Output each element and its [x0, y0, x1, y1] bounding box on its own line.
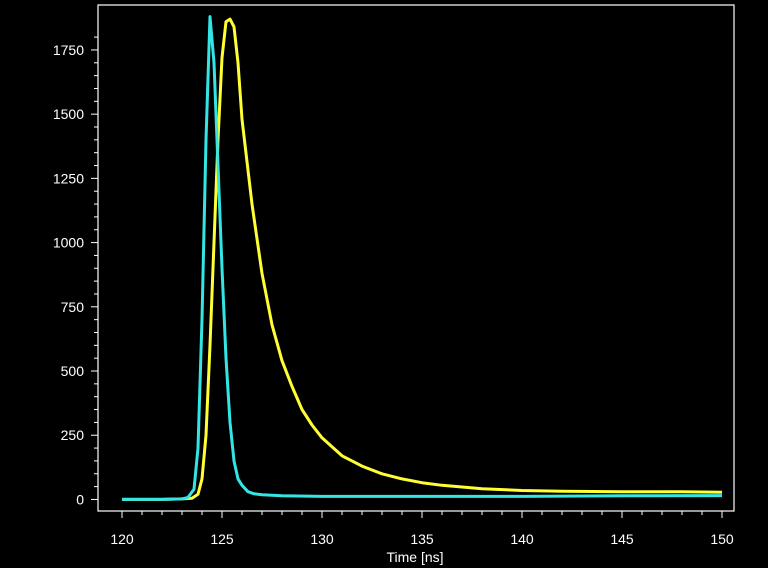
x-tick-label: 145: [610, 531, 634, 547]
y-tick-label: 500: [61, 363, 85, 379]
y-tick-label: 250: [61, 427, 85, 443]
y-axis: 0 250 500 750 1000 1250 1500 1750: [53, 36, 98, 507]
x-tick-label: 125: [210, 531, 234, 547]
y-tick-label: 1250: [53, 170, 84, 186]
y-tick-label: 1750: [53, 42, 84, 58]
plot-area: [97, 4, 735, 512]
y-tick-label: 0: [76, 491, 84, 507]
y-tick-label: 750: [61, 299, 85, 315]
y-tick-label: 1000: [53, 235, 84, 251]
series-group: [122, 15, 723, 501]
series-line-1: [122, 17, 723, 501]
x-tick-label: 120: [110, 531, 134, 547]
x-tick-label: 130: [310, 531, 334, 547]
x-axis-label: Time [ns]: [386, 549, 443, 565]
x-tick-label: 140: [510, 531, 534, 547]
x-tick-label: 135: [410, 531, 434, 547]
x-tick-label: 150: [710, 531, 734, 547]
x-axis: 120 125 130 135 140 145 150: [110, 511, 734, 547]
y-tick-label: 1500: [53, 106, 84, 122]
series-line-2: [122, 15, 723, 501]
